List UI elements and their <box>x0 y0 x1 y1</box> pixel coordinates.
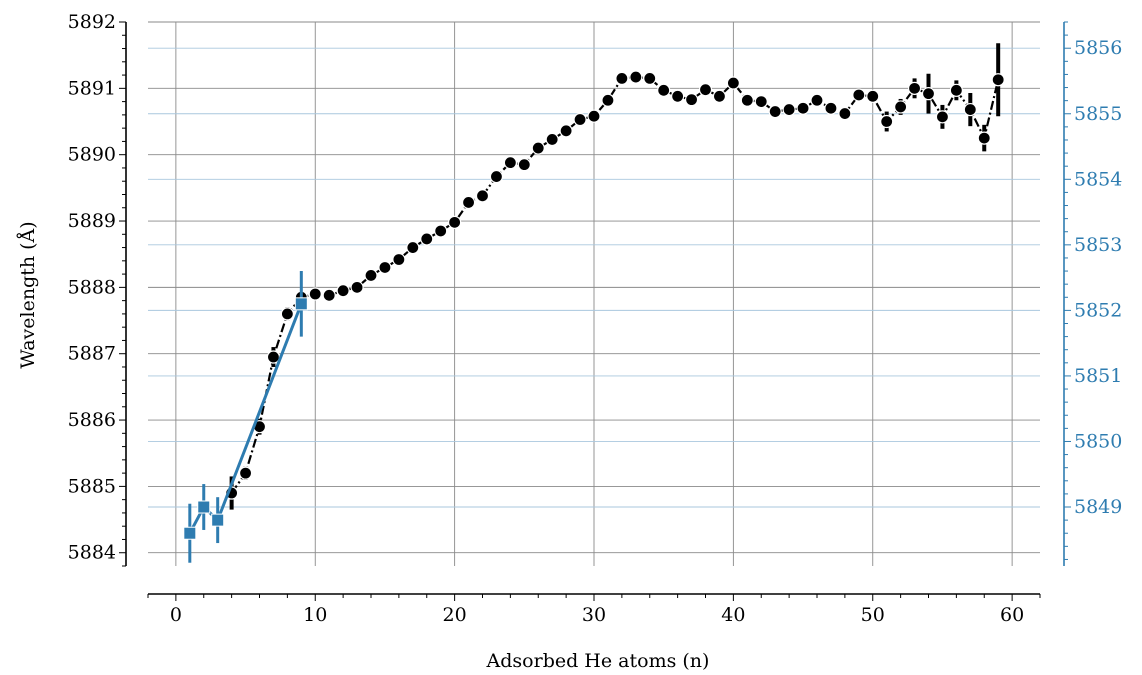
x-axis-label: Adsorbed He atoms (n) <box>486 650 710 672</box>
data-point <box>280 307 294 321</box>
axes: 0 10 20 30 40 50 60 5884 5885 5886 5887 5888 5889 589… <box>68 11 1123 626</box>
y-tick-label: 5887 <box>68 343 116 365</box>
data-point <box>517 158 531 172</box>
data-point <box>684 93 699 107</box>
data-point <box>740 93 754 107</box>
data-point <box>238 466 253 480</box>
data-point <box>336 284 350 298</box>
data-point <box>768 104 782 119</box>
data-point <box>977 131 991 145</box>
series-layer <box>183 43 1005 563</box>
data-point <box>559 124 573 138</box>
data-point <box>949 83 963 97</box>
y-tick-label: 5892 <box>68 11 116 33</box>
y2-tick-label: 5852 <box>1074 299 1122 321</box>
data-point <box>183 526 197 540</box>
data-point <box>698 83 713 97</box>
data-point <box>448 215 462 229</box>
data-point <box>197 500 211 514</box>
x-tick-label: 50 <box>861 604 885 626</box>
data-point <box>420 232 434 246</box>
data-point <box>601 93 615 107</box>
data-point <box>754 95 768 109</box>
data-point <box>489 169 504 184</box>
data-point <box>991 73 1005 87</box>
data-point <box>866 89 880 103</box>
y-tick-label: 5888 <box>68 276 116 298</box>
data-point <box>475 189 490 203</box>
data-point <box>392 252 406 267</box>
data-point <box>378 260 392 275</box>
data-point <box>322 288 336 302</box>
data-point <box>587 109 601 123</box>
y-tick-label: 5884 <box>68 542 116 564</box>
y-tick-label: 5885 <box>68 475 116 497</box>
data-point <box>657 83 671 97</box>
x-tick-label: 60 <box>1000 604 1024 626</box>
data-point <box>308 287 322 301</box>
x-tick-label: 40 <box>721 604 745 626</box>
series-2 <box>183 271 308 563</box>
data-point <box>629 70 643 84</box>
data-point <box>880 114 894 129</box>
data-point <box>796 101 810 115</box>
y2-tick-label: 5855 <box>1074 103 1122 125</box>
data-point <box>531 141 545 155</box>
data-point <box>211 513 225 527</box>
y2-tick-label: 5853 <box>1074 234 1122 256</box>
grid-lines <box>148 21 1040 566</box>
data-point <box>921 87 936 101</box>
x-tick-label: 10 <box>303 604 327 626</box>
y2-tick-label: 5850 <box>1074 430 1122 452</box>
data-point <box>824 101 838 115</box>
series-line <box>230 75 1000 494</box>
data-point <box>894 100 908 114</box>
data-point <box>294 297 308 311</box>
data-point <box>350 280 364 294</box>
data-point <box>503 156 517 170</box>
y2-tick-label: 5854 <box>1074 168 1122 190</box>
data-point <box>643 71 657 85</box>
y-tick-label: 5890 <box>68 144 116 166</box>
y2-tick-label: 5851 <box>1074 365 1122 387</box>
data-point <box>364 268 378 283</box>
data-point <box>852 88 866 102</box>
y2-tick-label: 5849 <box>1074 496 1122 518</box>
data-point <box>573 112 587 127</box>
data-point <box>671 89 685 103</box>
series-line <box>188 303 303 534</box>
y-tick-label: 5889 <box>68 210 116 232</box>
data-point <box>963 102 977 117</box>
y-tick-label: 5886 <box>68 409 116 431</box>
series-1 <box>225 43 1005 510</box>
data-point <box>461 195 476 210</box>
data-point <box>838 106 852 121</box>
x-tick-label: 0 <box>170 604 182 626</box>
y-tick-label: 5891 <box>68 77 116 99</box>
y-axis-label: Wavelength (Å) <box>17 221 39 368</box>
x-tick-label: 20 <box>443 604 467 626</box>
data-point <box>726 76 740 90</box>
data-point <box>810 93 824 107</box>
x-tick-label: 30 <box>582 604 606 626</box>
data-point <box>712 89 727 103</box>
y2-tick-label: 5856 <box>1074 37 1122 59</box>
data-point <box>935 110 950 124</box>
data-point <box>406 240 420 255</box>
data-point <box>434 224 448 238</box>
data-point <box>545 132 559 147</box>
data-point <box>615 71 629 85</box>
data-point <box>907 81 922 95</box>
data-point <box>782 102 796 117</box>
